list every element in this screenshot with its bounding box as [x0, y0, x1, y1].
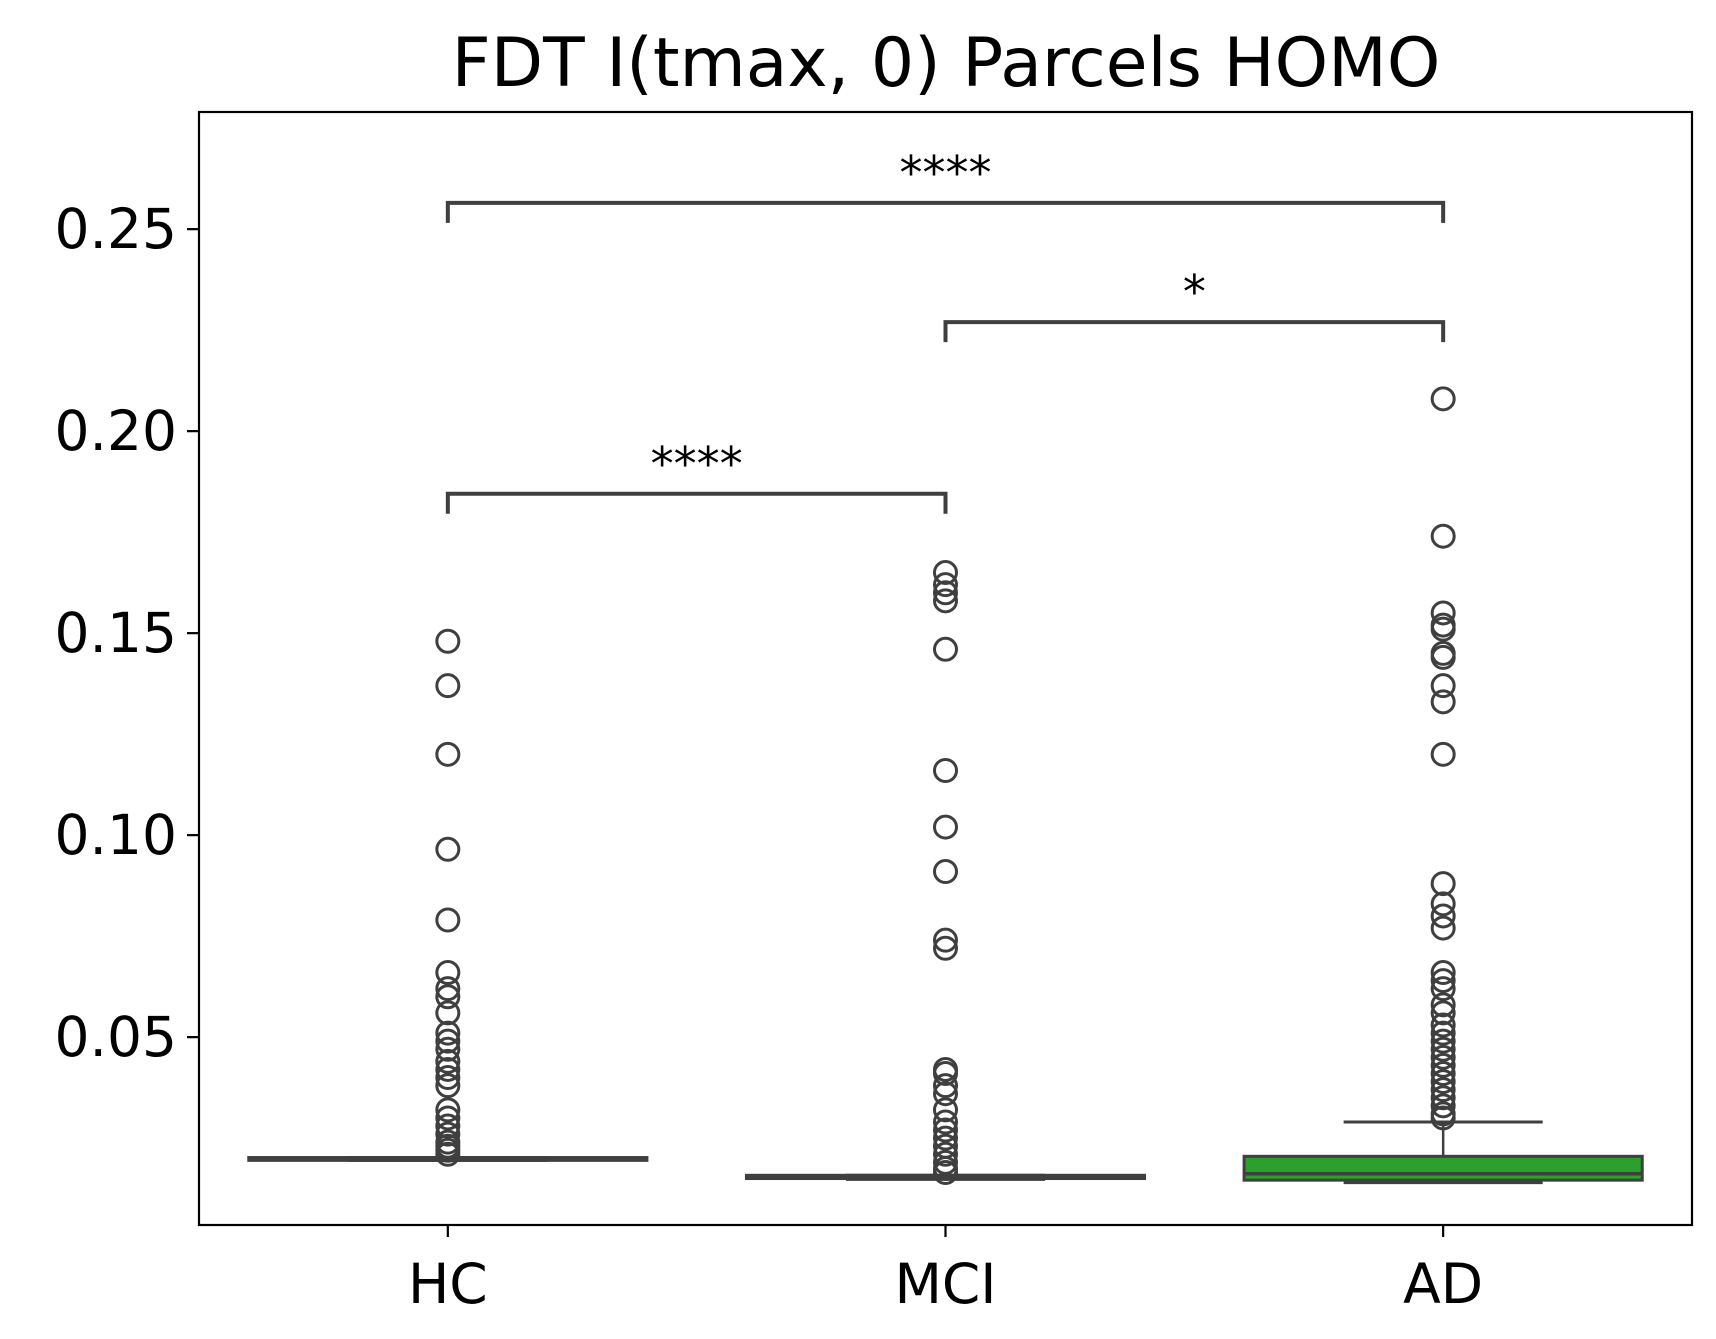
outlier-point [1430, 960, 1456, 986]
significance-label: * [1183, 265, 1206, 319]
outlier-point [435, 984, 461, 1010]
outlier-point [1430, 1020, 1456, 1046]
outlier-point [933, 927, 958, 953]
x-tick-label-hc: HC [408, 1252, 488, 1316]
outlier-point [435, 1065, 461, 1091]
outlier-point [1430, 1052, 1456, 1078]
outlier-point [1430, 741, 1456, 767]
box-group-hc [247, 628, 649, 1167]
outlier-point [1430, 673, 1456, 699]
outlier-point [1430, 915, 1456, 941]
bracket-line [445, 491, 948, 514]
outlier-point [1430, 1028, 1456, 1054]
outlier-point [933, 1061, 958, 1087]
outlier-point [933, 1097, 958, 1123]
significance-bracket-hc-ad: **** [445, 146, 1446, 223]
outlier-point [1430, 1105, 1456, 1131]
outlier-point [435, 1141, 461, 1167]
outlier-point [435, 960, 461, 986]
y-tick-label: 0.05 [55, 1005, 177, 1069]
outlier-point [435, 628, 461, 654]
outlier-point [1430, 616, 1456, 642]
outlier-point [1430, 968, 1456, 994]
bracket-line [445, 200, 1446, 223]
outlier-point [933, 1109, 958, 1135]
outlier-point [1430, 1044, 1456, 1070]
y-axis: 0.05 0.10 0.15 0.20 0.25 [55, 197, 199, 1069]
outlier-point [1430, 976, 1456, 1002]
y-tick-label: 0.10 [55, 803, 177, 867]
outlier-point [933, 1141, 958, 1167]
outlier-point [435, 1113, 461, 1139]
outlier-point [933, 1149, 958, 1175]
outlier-point [933, 1117, 958, 1143]
outlier-point [435, 836, 461, 862]
outlier-point [1430, 1093, 1456, 1119]
outlier-point [1430, 871, 1456, 897]
outlier-point [933, 572, 958, 598]
outlier-point [933, 859, 958, 885]
outlier-point [435, 741, 461, 767]
outlier-point [435, 1000, 461, 1026]
outlier-point [1430, 1085, 1456, 1111]
outlier-point [933, 1159, 958, 1185]
outlier-point [933, 758, 958, 784]
outlier-point [933, 560, 958, 586]
significance-label: **** [900, 146, 992, 200]
outlier-point [1430, 992, 1456, 1018]
outlier-point [435, 1028, 461, 1054]
significance-annotations: ********* [445, 146, 1446, 514]
outlier-point [435, 1036, 461, 1062]
outlier-point [435, 907, 461, 933]
significance-bracket-hc-mci: **** [445, 437, 948, 514]
outlier-point [435, 976, 461, 1002]
outlier-point [435, 1105, 461, 1131]
outlier-point [1430, 1012, 1456, 1038]
outlier-point [933, 814, 958, 840]
outlier-point [1430, 1000, 1456, 1026]
outlier-point [1430, 386, 1456, 412]
x-tick-label-ad: AD [1403, 1252, 1483, 1316]
y-tick-label: 0.25 [55, 197, 177, 261]
outlier-point [1430, 523, 1456, 549]
x-axis: HC MCI AD [408, 1225, 1483, 1316]
outlier-point [435, 1073, 461, 1099]
y-tick-label: 0.20 [55, 399, 177, 463]
plot-area [247, 386, 1644, 1185]
outlier-point [933, 935, 958, 961]
outlier-point [1430, 1069, 1456, 1095]
outlier-point [1430, 1036, 1456, 1062]
outlier-point [435, 1097, 461, 1123]
outlier-point [933, 1081, 958, 1107]
x-tick-label-mci: MCI [894, 1252, 996, 1316]
outlier-point [933, 1125, 958, 1151]
outlier-point [435, 1056, 461, 1082]
outlier-point [933, 1073, 958, 1099]
box-group-mci [744, 560, 1147, 1185]
box-body [1242, 1154, 1644, 1182]
outlier-point [933, 580, 958, 606]
outlier-point [435, 673, 461, 699]
outlier-point [1430, 891, 1456, 917]
chart-title: FDT I(tmax, 0) Parcels HOMO [452, 24, 1441, 103]
y-tick-label: 0.15 [55, 601, 177, 665]
outlier-point [1430, 1077, 1456, 1103]
outlier-point [1430, 600, 1456, 626]
outlier-point [435, 1121, 461, 1147]
outlier-point [933, 636, 958, 662]
significance-label: **** [651, 437, 743, 491]
outlier-point [1430, 644, 1456, 670]
outlier-point [1430, 689, 1456, 715]
outlier-point [933, 588, 958, 614]
bracket-line [943, 320, 1446, 343]
significance-bracket-mci-ad: * [943, 265, 1446, 343]
box-group-ad [1242, 386, 1644, 1185]
outlier-point [1430, 1061, 1456, 1087]
outlier-point [1430, 903, 1456, 929]
outlier-point [435, 1020, 461, 1046]
outlier-point [435, 1048, 461, 1074]
